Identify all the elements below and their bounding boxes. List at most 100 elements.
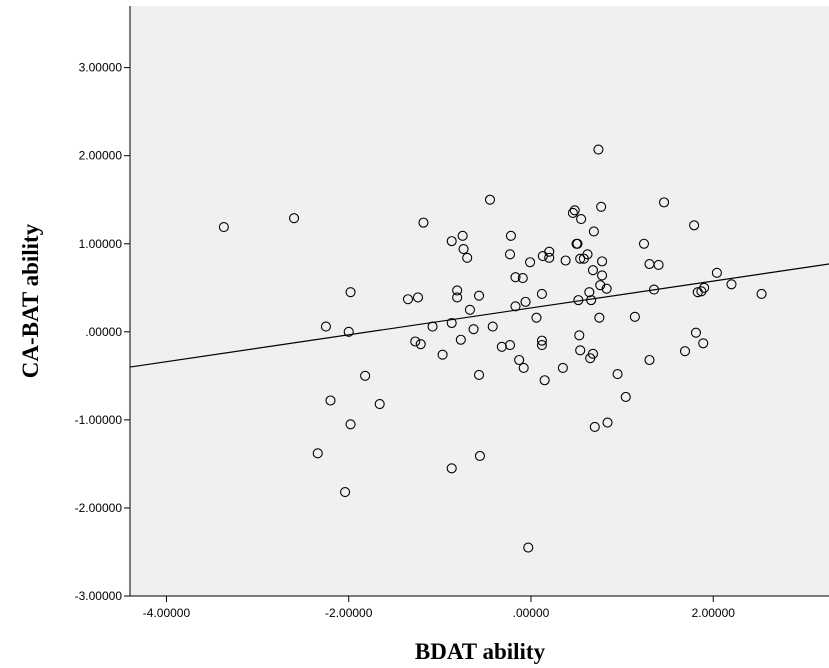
- data-point: [517, 273, 528, 284]
- x-axis-ticks: -4.00000 -2.00000 .00000 2.00000: [143, 596, 736, 620]
- data-point: [698, 338, 709, 349]
- data-point: [536, 288, 547, 300]
- x-tick-label: -4.00000: [143, 606, 191, 620]
- data-point: [452, 285, 463, 296]
- data-point: [514, 354, 525, 366]
- y-tick-label: -1.00000: [75, 413, 123, 427]
- data-point: [520, 296, 531, 307]
- x-tick-label: -2.00000: [325, 606, 373, 620]
- data-point: [567, 207, 578, 218]
- data-point: [557, 362, 568, 373]
- data-point: [595, 280, 606, 291]
- data-point: [505, 230, 516, 241]
- data-point: [575, 345, 586, 356]
- data-point: [473, 369, 485, 381]
- data-point: [418, 217, 429, 228]
- y-tick-label: 3.00000: [79, 61, 123, 75]
- data-point: [594, 312, 605, 323]
- plot-area: [130, 6, 829, 596]
- data-point: [574, 330, 585, 341]
- data-point: [536, 339, 547, 351]
- y-axis-ticks: -3.00000 -2.00000 -1.00000 .00000 1.00000 2.0…: [75, 61, 130, 603]
- data-point: [711, 267, 722, 278]
- data-point: [340, 487, 351, 498]
- data-point: [455, 334, 466, 345]
- data-point: [597, 256, 608, 267]
- data-point: [569, 205, 580, 216]
- y-tick-label: 2.00000: [79, 149, 123, 163]
- data-point: [601, 283, 612, 294]
- data-point: [589, 421, 600, 432]
- data-point: [629, 311, 640, 322]
- data-point: [343, 326, 354, 337]
- x-tick-label: .00000: [513, 606, 550, 620]
- data-point: [458, 243, 469, 255]
- data-point: [468, 324, 479, 335]
- data-point: [597, 270, 608, 281]
- data-point: [544, 252, 555, 263]
- x-axis-title: BDAT ability: [415, 639, 546, 664]
- x-tick-label: 2.00000: [692, 606, 736, 620]
- data-point: [588, 226, 599, 237]
- data-point: [288, 213, 300, 224]
- data-point: [560, 255, 571, 266]
- data-point: [726, 279, 737, 290]
- data-point: [593, 144, 604, 155]
- data-point: [360, 370, 371, 381]
- data-point: [690, 327, 701, 338]
- y-tick-label: -3.00000: [75, 589, 123, 603]
- data-point: [582, 249, 593, 260]
- data-point: [510, 272, 521, 283]
- data-point: [474, 450, 486, 462]
- data-point: [575, 253, 586, 264]
- data-point: [587, 348, 599, 359]
- data-point: [689, 220, 700, 231]
- data-markers: [218, 144, 767, 553]
- data-point: [536, 335, 547, 346]
- data-point: [587, 265, 599, 276]
- data-point: [446, 463, 457, 474]
- data-point: [484, 194, 496, 205]
- data-point: [437, 349, 448, 360]
- data-point: [658, 197, 670, 208]
- data-point: [320, 321, 331, 332]
- data-point: [462, 252, 473, 263]
- data-point: [412, 292, 424, 303]
- data-point: [699, 282, 710, 293]
- data-point: [679, 346, 691, 357]
- data-point: [539, 375, 550, 386]
- data-point: [518, 362, 529, 373]
- data-point: [576, 214, 587, 225]
- y-tick-label: -2.00000: [75, 501, 123, 515]
- data-point: [410, 336, 421, 347]
- data-point: [446, 236, 457, 247]
- data-point: [457, 230, 468, 241]
- data-point: [325, 395, 336, 406]
- data-point: [638, 238, 650, 249]
- data-point: [544, 246, 555, 257]
- data-point: [696, 286, 707, 297]
- data-point: [487, 321, 498, 332]
- data-point: [523, 542, 534, 553]
- data-point: [525, 257, 536, 268]
- data-point: [218, 221, 229, 233]
- data-point: [602, 417, 613, 428]
- data-point: [402, 294, 414, 305]
- data-point: [345, 287, 356, 298]
- data-point: [644, 354, 655, 366]
- fit-line: [129, 263, 829, 368]
- data-point: [572, 238, 583, 249]
- y-tick-label: 1.00000: [79, 237, 123, 251]
- data-point: [312, 448, 323, 459]
- data-point: [504, 339, 516, 351]
- y-axis-title: CA-BAT ability: [18, 223, 43, 378]
- data-point: [473, 290, 485, 301]
- data-point: [612, 369, 623, 380]
- data-point: [584, 287, 595, 298]
- data-point: [620, 391, 631, 403]
- data-point: [415, 339, 426, 350]
- data-point: [446, 317, 457, 329]
- y-tick-label: .00000: [85, 325, 122, 339]
- data-point: [531, 312, 542, 323]
- data-point: [374, 398, 385, 410]
